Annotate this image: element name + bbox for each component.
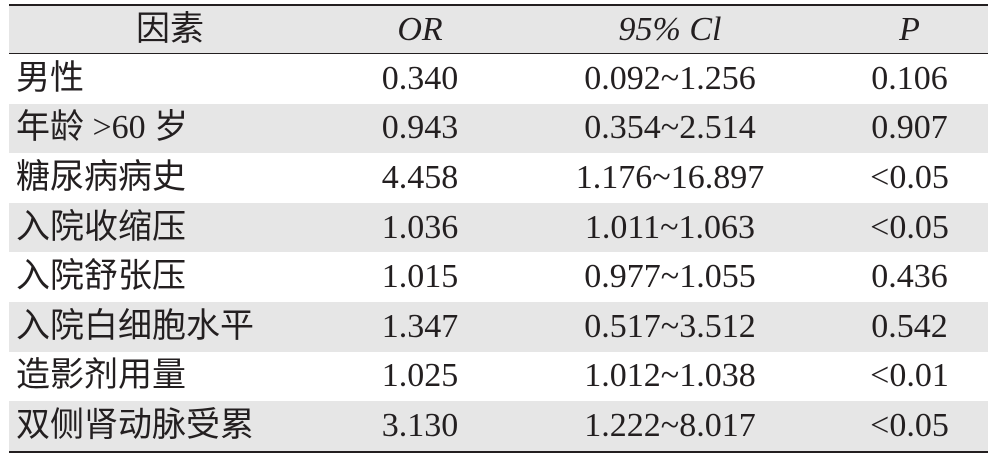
header-factor: 因素 (9, 6, 331, 54)
logistic-regression-table: 因素 OR 95% Cl P 男性 0.340 0.092~1.256 0.10… (9, 6, 988, 451)
or-cell: 0.340 (381, 59, 459, 97)
p-cell: <0.05 (870, 158, 949, 196)
table-row: 造影剂用量 1.025 1.012~1.038 <0.01 (9, 352, 988, 402)
p-cell: <0.05 (831, 401, 988, 451)
factor-cell: 糖尿病病史 (16, 158, 186, 196)
header-row: 因素 OR 95% Cl P (9, 6, 988, 54)
factor-cell: 年龄 >60 岁 (9, 103, 331, 154)
p-cell: 0.106 (871, 59, 948, 97)
factor-cell: 入院舒张压 (16, 258, 186, 296)
table-row: 男性 0.340 0.092~1.256 0.106 (9, 54, 988, 104)
factor-cell: 男性 (16, 59, 84, 97)
table-row: 年龄 >60 岁 0.943 0.354~2.514 0.907 (9, 103, 988, 154)
factor-cell: 双侧肾动脉受累 (9, 401, 331, 451)
ci-cell: 0.354~2.514 (509, 103, 831, 154)
factor-cell: 入院收缩压 (9, 202, 331, 253)
table-row: 入院舒张压 1.015 0.977~1.055 0.436 (9, 252, 988, 302)
or-cell: 4.458 (381, 158, 459, 196)
table-row: 入院收缩压 1.036 1.011~1.063 <0.05 (9, 202, 988, 253)
header-ci: 95% Cl (509, 6, 831, 54)
factor-cell: 造影剂用量 (16, 357, 186, 395)
ci-cell: 0.092~1.256 (584, 59, 756, 97)
p-cell: <0.01 (870, 357, 949, 395)
ci-cell: 1.011~1.063 (509, 202, 831, 253)
or-cell: 1.025 (381, 357, 459, 395)
results-table-container: 因素 OR 95% Cl P 男性 0.340 0.092~1.256 0.10… (9, 4, 988, 453)
p-cell: <0.05 (831, 202, 988, 253)
ci-cell: 1.222~8.017 (509, 401, 831, 451)
or-cell: 3.130 (331, 401, 509, 451)
table-row: 双侧肾动脉受累 3.130 1.222~8.017 <0.05 (9, 401, 988, 451)
p-cell: 0.907 (831, 103, 988, 154)
header-p: P (831, 6, 988, 54)
ci-cell: 1.012~1.038 (584, 357, 756, 395)
ci-cell: 0.977~1.055 (584, 258, 756, 296)
table-row: 入院白细胞水平 1.347 0.517~3.512 0.542 (9, 301, 988, 352)
factor-cell: 入院白细胞水平 (9, 301, 331, 352)
or-cell: 1.036 (331, 202, 509, 253)
or-cell: 1.347 (331, 301, 509, 352)
ci-cell: 1.176~16.897 (575, 158, 765, 196)
p-cell: 0.542 (831, 301, 988, 352)
or-cell: 0.943 (331, 103, 509, 154)
or-cell: 1.015 (381, 258, 459, 296)
p-cell: 0.436 (871, 258, 948, 296)
header-or: OR (331, 6, 509, 54)
table-row: 糖尿病病史 4.458 1.176~16.897 <0.05 (9, 153, 988, 203)
ci-cell: 0.517~3.512 (509, 301, 831, 352)
